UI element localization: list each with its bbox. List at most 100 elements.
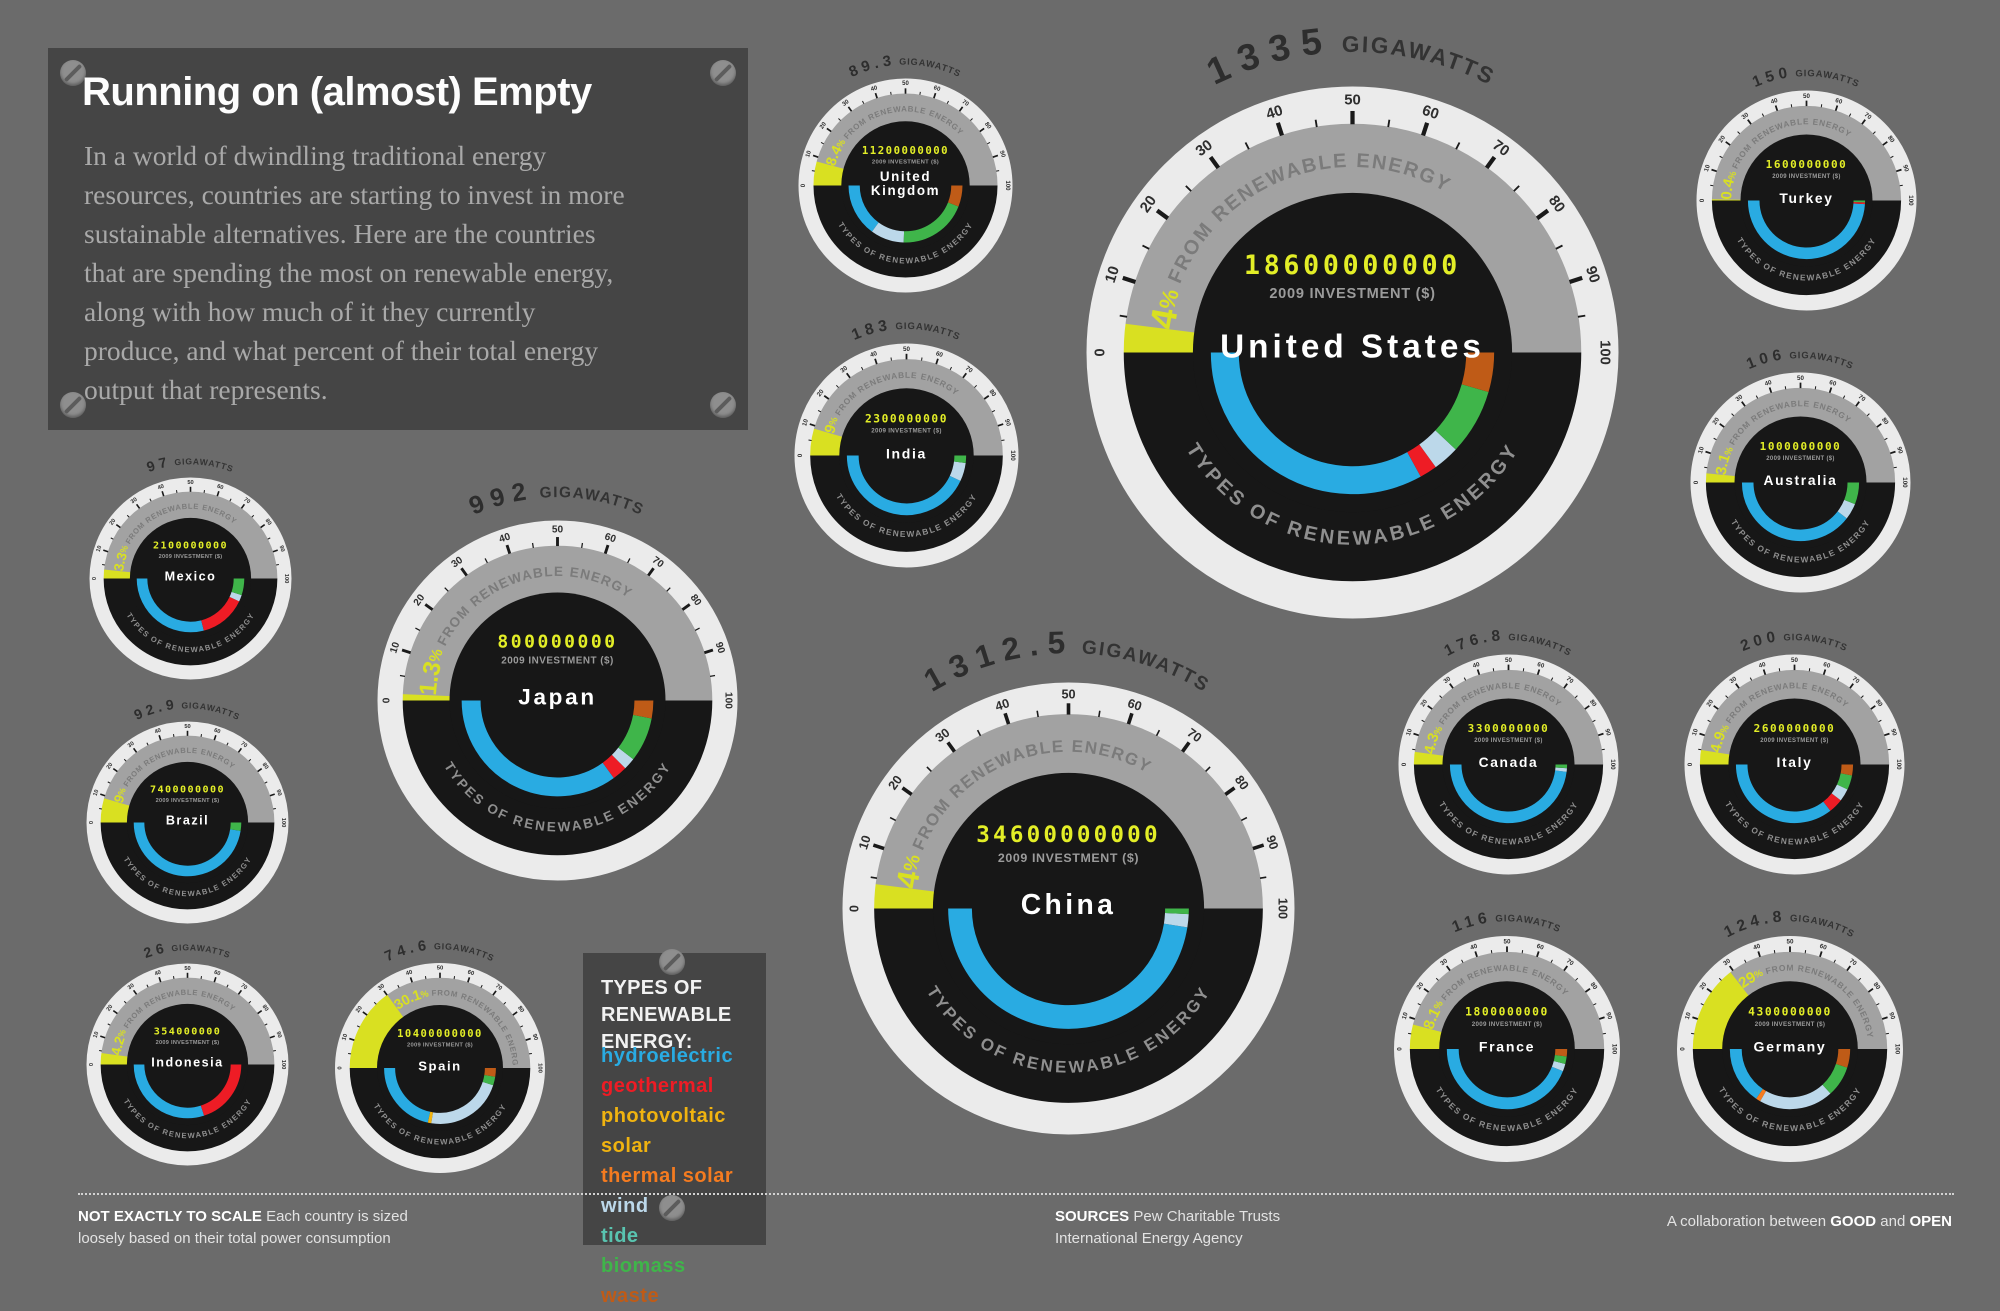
legend-panel: TYPES OF RENEWABLE ENERGY: hydroelectric… [583,953,766,1245]
energy-mix-segment-wind [618,753,625,761]
legend-item-photovoltaic-solar: photovoltaic solar [601,1101,766,1161]
gigawatts-title: 106 GIGAWATTS [1744,346,1855,373]
scale-tick-label: 0 [1692,480,1699,484]
screw-icon [60,392,86,418]
scale-tick-label: 0 [1680,1047,1687,1051]
country-name: Italy [1776,754,1812,769]
footnote-credit: A collaboration between GOOD and OPEN [1667,1211,1952,1233]
country-name: Australia [1763,472,1837,487]
energy-mix-segment-wind [955,462,960,478]
investment-label: 2009 INVESTMENT ($) [155,1039,219,1045]
investment-value: 18600000000 [1243,250,1460,281]
country-name: Turkey [1779,190,1833,205]
scale-tick-label: 50 [1786,938,1794,945]
gigawatts-title: 116 GIGAWATTS [1450,909,1563,936]
legend-item-tide: tide [601,1221,766,1251]
energy-mix-segment-waste [953,185,957,204]
investment-label: 2009 INVESTMENT ($) [997,851,1138,865]
investment-value: 1600000000 [1765,158,1847,171]
investment-label: 2009 INVESTMENT ($) [1772,173,1840,179]
investment-label: 2009 INVESTMENT ($) [158,553,222,559]
investment-value: 1000000000 [1759,440,1841,453]
country-name: Germany [1754,1039,1827,1055]
scale-tick-label: 100 [1894,1044,1901,1055]
investment-label: 2009 INVESTMENT ($) [1766,455,1834,461]
energy-mix-segment-waste [642,700,644,716]
gigawatts-title: 74.6 GIGAWATTS [383,938,496,966]
scale-tick-label: 50 [1791,656,1798,663]
scale-tick-label: 50 [1503,938,1511,945]
investment-label: 2009 INVESTMENT ($) [1760,737,1828,743]
footer-divider [78,1193,1954,1195]
energy-mix-segment-geothermal [1414,455,1428,464]
gigawatts-title: 92.9 GIGAWATTS [131,695,241,722]
energy-mix-segment-waste [1842,1049,1845,1066]
gigawatts-title: 200 GIGAWATTS [1738,628,1849,655]
energy-mix-segment-biomass [1560,1056,1561,1063]
investment-label: 2009 INVESTMENT ($) [501,655,614,666]
scale-tick-label: 0 [1397,1047,1404,1051]
scale-tick-label: 50 [902,345,910,352]
investment-value: 2100000000 [153,540,228,551]
page-title: Running on (almost) Empty [82,70,592,115]
scale-tick-label: 100 [280,1059,286,1069]
investment-label: 2009 INVESTMENT ($) [871,427,942,434]
scale-tick-label: 100 [1895,759,1902,770]
country-name: United States [1220,328,1485,365]
scale-tick-label: 100 [536,1063,542,1074]
gigawatts-title: 150 GIGAWATTS [1750,64,1861,91]
scale-tick-label: 100 [1907,195,1914,206]
energy-mix-segment-biomass [236,578,238,593]
energy-mix-segment-wind [234,593,236,599]
energy-mix-segment-wind [1427,439,1445,455]
energy-mix-segment-waste [1846,764,1847,774]
scale-tick-label: 0 [88,1062,94,1065]
scale-tick-label: 50 [1803,92,1810,99]
scale-tick-label: 50 [437,966,444,972]
scale-tick-label: 100 [1611,1044,1618,1055]
gigawatts-title: 26 GIGAWATTS [141,939,232,961]
scale-tick-label: 50 [184,965,190,971]
legend-item-waste: waste [601,1281,766,1311]
gigawatts-title: 183 GIGAWATTS [849,316,962,343]
country-name: Japan [518,684,597,709]
investment-value: 4300000000 [1748,1006,1832,1019]
energy-mix-segment-thermal-solar [1760,1094,1764,1096]
page-description: In a world of dwindling traditional ener… [84,136,724,409]
country-name: Spain [418,1058,462,1073]
country-name: Kingdom [870,182,939,197]
scale-tick-label: 0 [1686,762,1693,766]
investment-value: 1800000000 [1465,1006,1549,1019]
energy-mix-segment-waste [490,1068,491,1076]
scale-tick-label: 50 [1505,656,1512,663]
investment-value: 3300000000 [1467,722,1549,735]
investment-label: 2009 INVESTMENT ($) [1755,1021,1826,1028]
scale-tick-label: 0 [1400,762,1407,766]
energy-mix-segment-photovoltaic-solar [429,1117,432,1118]
energy-mix-segment-biomass [1849,482,1853,501]
investment-value: 7400000000 [150,784,225,795]
investment-label: 2009 INVESTMENT ($) [1472,1021,1543,1028]
scale-tick-label: 100 [1009,450,1016,461]
country-name: China [1020,887,1116,919]
scale-tick-label: 0 [1092,348,1108,356]
scale-tick-label: 100 [280,817,286,827]
country-name: France [1479,1039,1535,1055]
